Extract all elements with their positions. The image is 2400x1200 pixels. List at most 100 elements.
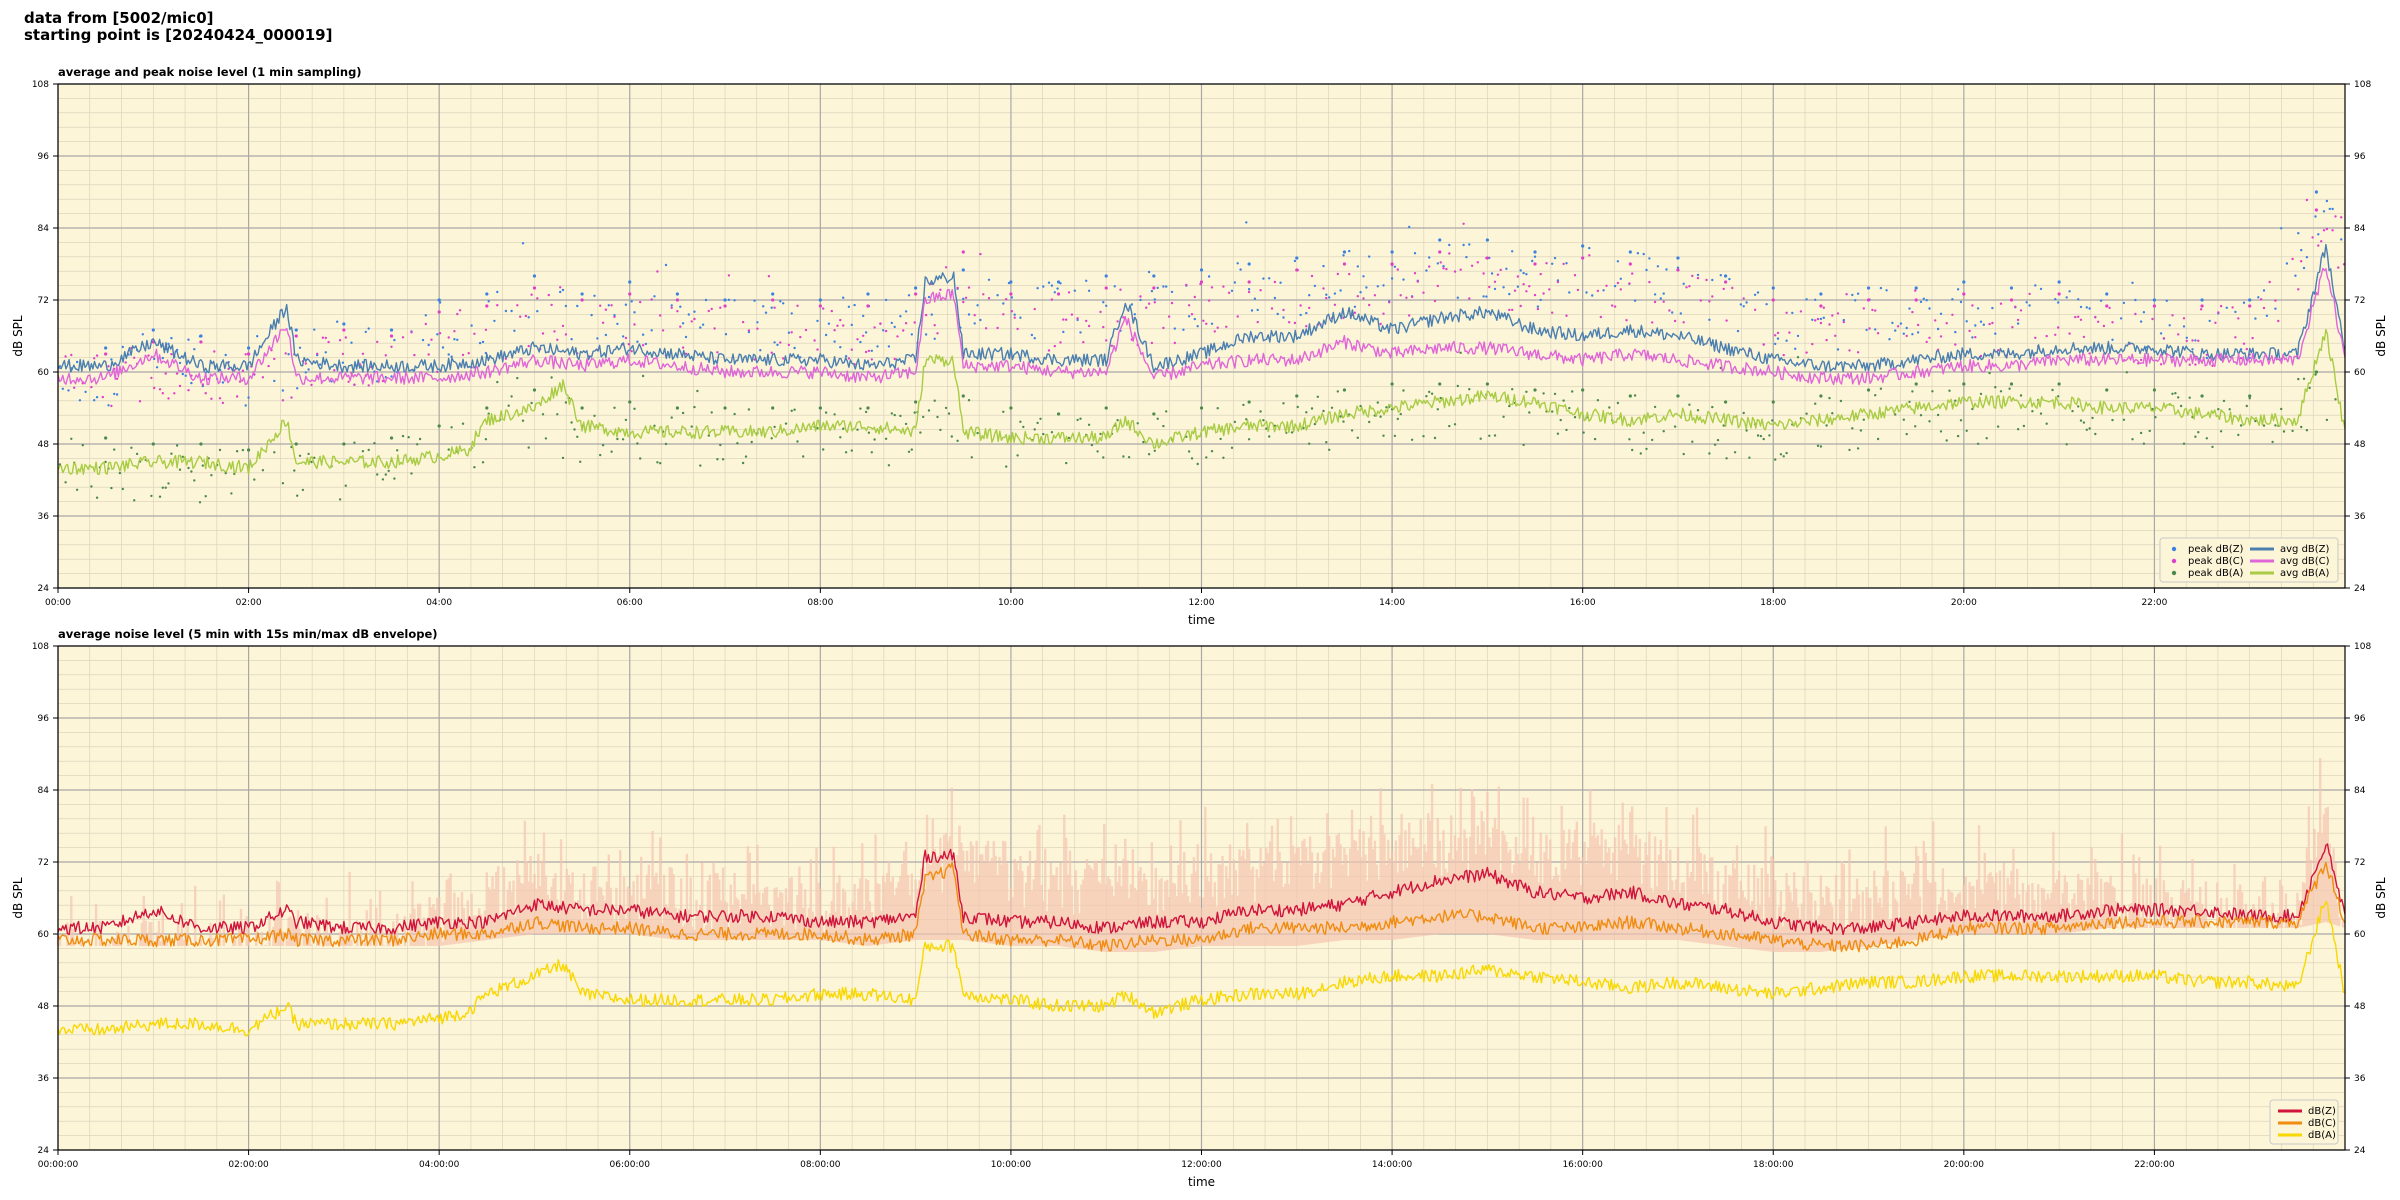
peak-point — [544, 437, 548, 440]
peak-point — [899, 414, 902, 418]
peak-point — [104, 352, 108, 356]
peak-point — [1152, 274, 1156, 278]
legend: dB(Z)dB(C)dB(A) — [2269, 1099, 2339, 1145]
peak-point — [962, 297, 965, 300]
peak-point — [342, 442, 346, 446]
peak-point — [1673, 425, 1677, 428]
peak-point — [818, 406, 822, 410]
peak-point — [1170, 290, 1174, 294]
peak-point — [2131, 281, 2134, 284]
peak-point — [862, 314, 865, 318]
peak-point — [844, 355, 848, 358]
peak-point — [1988, 371, 1991, 375]
peak-point — [1653, 293, 1657, 296]
peak-point — [1979, 392, 1983, 396]
peak-point — [770, 306, 773, 309]
y-tick-label-right: 72 — [2354, 296, 2365, 306]
peak-point — [1739, 303, 1743, 306]
peak-point — [1295, 256, 1299, 260]
peak-point — [1022, 425, 1025, 429]
peak-point — [1648, 280, 1651, 284]
peak-point — [2034, 284, 2037, 287]
peak-point — [1299, 313, 1302, 317]
peak-point — [296, 494, 299, 497]
peak-point — [1139, 298, 1142, 302]
peak-point — [1348, 249, 1351, 253]
peak-point — [1408, 225, 1411, 229]
peak-point — [842, 324, 845, 327]
peak-point — [2016, 318, 2020, 322]
peak-point — [1771, 419, 1774, 422]
peak-point — [741, 320, 745, 324]
peak-point — [593, 294, 596, 297]
peak-point — [1999, 390, 2003, 393]
peak-point — [1525, 390, 1528, 393]
peak-point — [1785, 451, 1788, 455]
peak-point — [1493, 280, 1497, 283]
peak-point — [2162, 337, 2166, 340]
legend-marker — [2171, 546, 2177, 552]
peak-point — [2182, 317, 2186, 320]
peak-point — [570, 421, 573, 424]
line-series-3 — [57, 328, 2346, 475]
peak-point — [1213, 330, 1217, 333]
peak-point — [1205, 456, 1208, 459]
peak-point — [1062, 318, 1065, 321]
peak-point — [181, 455, 184, 458]
peak-point — [1894, 329, 1897, 332]
peak-point — [616, 437, 619, 441]
peak-point — [273, 357, 276, 361]
peak-point — [1848, 349, 1851, 352]
peak-point — [1905, 334, 1908, 338]
peak-point — [230, 492, 233, 495]
peak-point — [696, 389, 699, 393]
peak-point — [1696, 276, 1700, 280]
peak-point — [381, 478, 385, 481]
peak-point — [487, 300, 490, 303]
peak-point — [1742, 305, 1745, 308]
peak-point — [2009, 382, 2014, 386]
peak-point — [2085, 306, 2088, 309]
y-axis-label-left: dB SPL — [11, 877, 25, 919]
x-tick-label: 20:00 — [1951, 598, 1977, 608]
peak-point — [1295, 394, 1299, 398]
peak-point — [484, 328, 488, 331]
peak-point — [158, 495, 162, 498]
peak-point — [198, 501, 202, 504]
peak-point — [496, 380, 499, 384]
peak-point — [2125, 371, 2128, 374]
peak-point — [813, 339, 816, 342]
peak-point — [1396, 417, 1400, 421]
peak-point — [1711, 295, 1714, 298]
peak-point — [2331, 207, 2334, 211]
peak-point — [1305, 325, 1308, 328]
peak-point — [294, 328, 298, 332]
peak-point — [782, 357, 785, 360]
peak-point — [1308, 306, 1311, 310]
peak-point — [770, 351, 773, 354]
peak-point — [1105, 339, 1108, 342]
peak-point — [976, 304, 979, 307]
peak-point — [438, 332, 442, 335]
peak-point — [599, 453, 602, 457]
peak-point — [1788, 331, 1791, 334]
peak-point — [1005, 298, 1008, 301]
peak-point — [830, 309, 833, 313]
peak-point — [1462, 222, 1465, 225]
peak-point — [2152, 388, 2157, 392]
peak-point — [447, 448, 450, 451]
peak-point — [2302, 377, 2306, 380]
peak-point — [2274, 307, 2277, 310]
peak-point — [1099, 310, 1102, 314]
peak-point — [2182, 325, 2186, 328]
peak-point — [235, 450, 239, 453]
peak-point — [2340, 216, 2343, 219]
peak-point — [281, 482, 285, 485]
peak-point — [1402, 278, 1405, 281]
peak-point — [461, 353, 465, 357]
peak-point — [1756, 291, 1760, 294]
peak-point — [1225, 325, 1228, 328]
peak-point — [1005, 465, 1008, 468]
peak-point — [870, 358, 873, 361]
peak-point — [427, 343, 430, 347]
